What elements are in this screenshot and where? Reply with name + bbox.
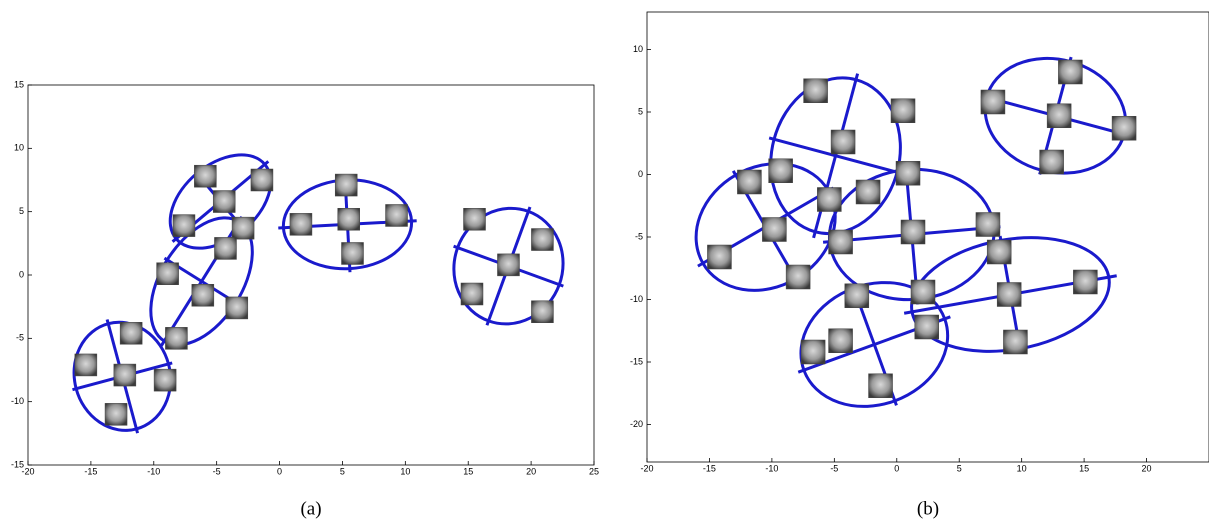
x-tick-label: -15 [84, 466, 97, 476]
face-thumbnail [987, 240, 1011, 264]
face-thumbnail [981, 90, 1005, 114]
face-thumbnail [911, 280, 935, 304]
face-thumbnail [769, 159, 793, 183]
face-thumbnail [1040, 150, 1064, 174]
y-tick-label: -15 [630, 356, 643, 366]
y-tick-label: 0 [638, 169, 643, 179]
caption: (b) [917, 498, 939, 519]
face-thumbnail [1073, 270, 1097, 294]
y-tick-label: 15 [14, 79, 24, 89]
y-tick-label: -20 [630, 419, 643, 429]
x-tick-label: 20 [526, 466, 536, 476]
x-tick-label: -15 [703, 463, 716, 473]
x-tick-label: 5 [957, 463, 962, 473]
x-tick-label: 25 [589, 466, 599, 476]
face-thumbnail [817, 188, 841, 212]
x-tick-label: 10 [400, 466, 410, 476]
face-thumbnail [251, 169, 273, 191]
face-thumbnail [845, 284, 869, 308]
face-thumbnail [192, 284, 214, 306]
face-thumbnail [531, 301, 553, 323]
face-thumbnail [213, 191, 235, 213]
face-thumbnail [801, 340, 825, 364]
face-thumbnail [707, 245, 731, 269]
x-tick-label: 15 [463, 466, 473, 476]
face-thumbnail [342, 242, 364, 264]
y-tick-label: -5 [16, 333, 24, 343]
face-thumbnail [464, 208, 486, 230]
face-thumbnail [829, 329, 853, 353]
y-tick-label: 0 [19, 269, 24, 279]
face-thumbnail [804, 79, 828, 103]
x-tick-label: 0 [277, 466, 282, 476]
y-tick-label: 5 [638, 106, 643, 116]
caption: (a) [300, 498, 321, 519]
y-tick-label: -10 [630, 294, 643, 304]
face-thumbnail [154, 369, 176, 391]
face-thumbnail [157, 263, 179, 285]
face-thumbnail [335, 174, 357, 196]
x-tick-label: -20 [640, 463, 653, 473]
face-thumbnail [165, 327, 187, 349]
face-thumbnail [786, 265, 810, 289]
face-thumbnail [290, 213, 312, 235]
x-tick-label: 15 [1079, 463, 1089, 473]
face-thumbnail [869, 374, 893, 398]
face-thumbnail [461, 283, 483, 305]
x-tick-label: -10 [147, 466, 160, 476]
face-thumbnail [829, 230, 853, 254]
face-thumbnail [173, 215, 195, 237]
face-thumbnail [1112, 116, 1136, 140]
face-thumbnail [762, 218, 786, 242]
face-thumbnail [1047, 104, 1071, 128]
x-tick-label: 20 [1142, 463, 1152, 473]
face-thumbnail [976, 213, 1000, 237]
y-tick-label: -15 [11, 459, 24, 469]
y-tick-label: -10 [11, 396, 24, 406]
x-tick-label: 5 [340, 466, 345, 476]
x-tick-label: -5 [830, 463, 838, 473]
face-thumbnail [497, 254, 519, 276]
x-tick-label: 10 [1017, 463, 1027, 473]
face-thumbnail [901, 220, 925, 244]
face-thumbnail [831, 130, 855, 154]
x-tick-label: -5 [213, 466, 221, 476]
figure: -20 -15 -10 -5 0 5 10 15 20 25 -15 -10 -5 0 5 10 15 (a) -2… [0, 0, 1209, 527]
face-thumbnail [737, 170, 761, 194]
face-thumbnail [194, 165, 216, 187]
face-thumbnail [891, 99, 915, 123]
face-thumbnail [915, 315, 939, 339]
face-thumbnail [214, 237, 236, 259]
face-thumbnail [1003, 330, 1027, 354]
face-thumbnail [531, 229, 553, 251]
x-tick-label: -10 [765, 463, 778, 473]
face-thumbnail [232, 217, 254, 239]
face-thumbnail [1058, 60, 1082, 84]
face-thumbnail [338, 208, 360, 230]
x-tick-label: 0 [894, 463, 899, 473]
face-thumbnail [896, 161, 920, 185]
y-tick-label: 10 [14, 143, 24, 153]
y-tick-label: 10 [633, 44, 643, 54]
face-thumbnail [105, 403, 127, 425]
face-thumbnail [386, 204, 408, 226]
plot-frame [647, 12, 1209, 462]
face-thumbnail [114, 364, 136, 386]
face-thumbnail [997, 283, 1021, 307]
face-thumbnail [226, 297, 248, 319]
y-tick-label: -5 [635, 231, 643, 241]
y-tick-label: 5 [19, 206, 24, 216]
face-thumbnail [120, 322, 142, 344]
face-thumbnail [75, 354, 97, 376]
face-thumbnail [856, 180, 880, 204]
